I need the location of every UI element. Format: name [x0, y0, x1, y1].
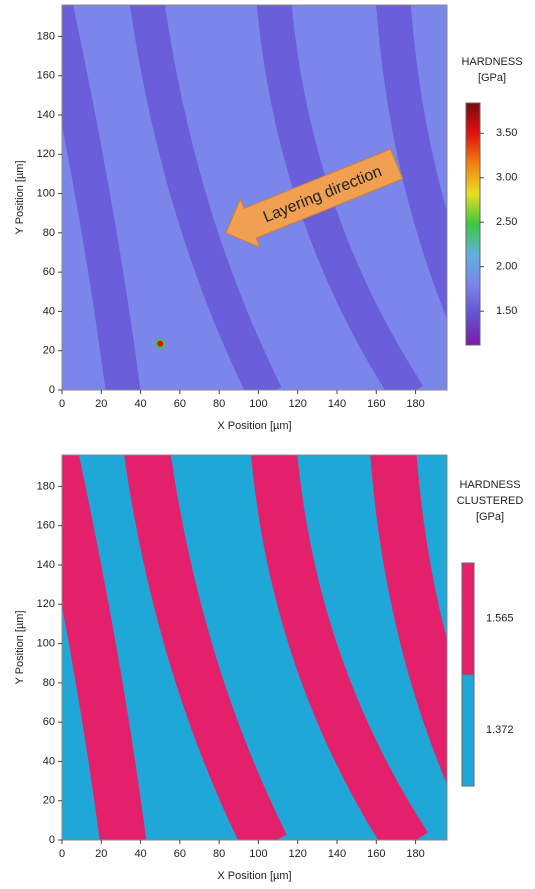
layer-band: [329, 455, 447, 840]
x-tick-label: 40: [134, 848, 146, 860]
x-tick-label: 120: [289, 848, 307, 860]
x-tick-label: 0: [59, 398, 65, 410]
y-tick-label: 180: [37, 30, 55, 42]
colorbar-title: [GPa]: [478, 72, 506, 84]
x-tick-label: 80: [213, 848, 225, 860]
y-tick-label: 160: [37, 520, 55, 532]
y-tick-label: 60: [43, 266, 55, 278]
plot-frame: [61, 4, 448, 391]
x-tick-label: 100: [249, 848, 267, 860]
colorbar-tick-label: 2.00: [496, 261, 517, 273]
x-tick-label: 60: [174, 848, 186, 860]
y-tick-label: 180: [37, 480, 55, 492]
y-tick-label: 80: [43, 677, 55, 689]
y-tick-label: 140: [37, 559, 55, 571]
y-tick-label: 20: [43, 345, 55, 357]
colorbar-title: CLUSTERED: [457, 495, 524, 507]
y-tick-label: 100: [37, 637, 55, 649]
x-tick-label: 60: [174, 398, 186, 410]
x-tick-label: 160: [367, 398, 385, 410]
colorbar-segment: [461, 674, 475, 787]
heatmap-image: [62, 455, 447, 840]
colorbar-tick-label: 3.50: [496, 127, 517, 139]
x-tick-label: 20: [95, 848, 107, 860]
y-tick-label: 120: [37, 598, 55, 610]
colorbar-category-label: 1.565: [486, 613, 514, 625]
layer-band: [129, 5, 282, 390]
layer-band: [62, 5, 141, 390]
y-tick-label: 120: [37, 148, 55, 160]
y-axis-label: Y Position [µm]: [14, 611, 26, 685]
plot-frame: [61, 454, 448, 841]
colorbar-segment: [461, 562, 475, 675]
layer-band: [62, 455, 147, 840]
arrow-shape: [225, 148, 404, 249]
x-axis-label: X Position [µm]: [217, 420, 291, 432]
colorbar-tick-label: 2.50: [496, 216, 517, 228]
colorbar-title: HARDNESS: [459, 479, 520, 491]
x-tick-label: 180: [406, 398, 424, 410]
y-tick-label: 80: [43, 227, 55, 239]
colorbar-tick-label: 1.50: [496, 305, 517, 317]
y-tick-label: 40: [43, 755, 55, 767]
x-tick-label: 180: [406, 848, 424, 860]
x-tick-label: 140: [328, 398, 346, 410]
y-tick-label: 0: [49, 384, 55, 396]
y-tick-label: 60: [43, 716, 55, 728]
x-tick-label: 20: [95, 398, 107, 410]
y-tick-label: 100: [37, 187, 55, 199]
y-tick-label: 160: [37, 70, 55, 82]
y-tick-label: 0: [49, 834, 55, 846]
colorbar-title: HARDNESS: [461, 56, 522, 68]
colorbar: [465, 102, 481, 346]
x-tick-label: 140: [328, 848, 346, 860]
y-tick-label: 140: [37, 109, 55, 121]
colorbar-category-label: 1.372: [486, 724, 514, 736]
x-axis-label: X Position [µm]: [217, 870, 291, 882]
y-tick-label: 20: [43, 795, 55, 807]
hotspot: [157, 340, 164, 347]
x-tick-label: 120: [289, 398, 307, 410]
y-axis-label: Y Position [µm]: [14, 161, 26, 235]
colorbar-title: [GPa]: [476, 511, 504, 523]
x-tick-label: 40: [134, 398, 146, 410]
layer-band: [124, 455, 287, 840]
layer-band: [251, 455, 428, 840]
layer-band: [91, 455, 202, 840]
x-tick-label: 100: [249, 398, 267, 410]
layer-band: [370, 455, 447, 785]
layer-band: [376, 5, 447, 319]
x-tick-label: 160: [367, 848, 385, 860]
layer-band: [206, 455, 348, 840]
colorbar-tick-label: 3.00: [496, 172, 517, 184]
x-tick-label: 0: [59, 848, 65, 860]
y-tick-label: 40: [43, 305, 55, 317]
x-tick-label: 80: [213, 398, 225, 410]
